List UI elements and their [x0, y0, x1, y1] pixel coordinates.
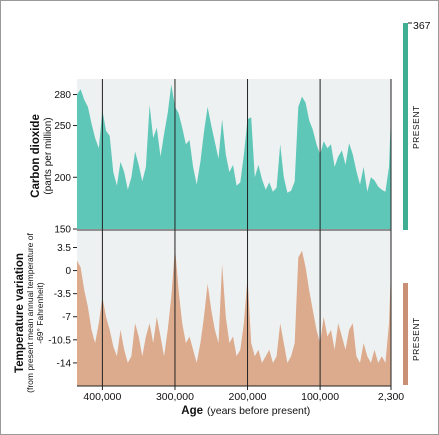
present-temperature-bar	[403, 283, 408, 385]
x-axis-label-bold: Age	[181, 405, 203, 417]
co2-ylabel-sub: (parts per million)	[43, 117, 54, 194]
temperature-ylabel: Temperature variation	[14, 253, 26, 373]
temperature-ytick-label: 3.5	[57, 243, 71, 254]
temperature-ytick-label: -3.5	[54, 289, 72, 300]
co2-ytick-label: 150	[54, 225, 71, 236]
co2-ytick-label: 200	[54, 173, 71, 184]
co2-ytick-label: 280	[54, 90, 71, 101]
co2-y-ticks: 280 250 200 150	[54, 90, 77, 236]
temperature-ylabel-sub: (from present mean annual temperature of…	[26, 233, 45, 393]
co2-axis-title: Carbon dioxide (parts per million)	[30, 114, 54, 198]
co2-ytick-label: 250	[54, 121, 71, 132]
co2-area-series	[77, 84, 391, 229]
present-temperature-label: PRESENT	[411, 317, 421, 361]
co2-ylabel: Carbon dioxide	[30, 114, 42, 198]
present-co2-bar	[403, 23, 408, 230]
present-co2-value: 367	[413, 20, 431, 32]
temperature-area-series	[77, 247, 391, 386]
temperature-ytick-label: -14	[57, 358, 72, 369]
present-co2-label: PRESENT	[411, 105, 421, 149]
x-tick-label: 300,000	[156, 391, 194, 403]
temperature-axis-title: Temperature variation (from present mean…	[14, 233, 45, 393]
temperature-ytick-label: -10.5	[48, 335, 71, 346]
x-axis-title: Age (years before present)	[181, 405, 310, 417]
x-tick-label: 100,000	[301, 391, 339, 403]
temperature-ytick-label: -7	[62, 312, 71, 323]
x-tick-label: 2,300	[378, 391, 404, 403]
vertical-gridlines	[101, 79, 392, 390]
temperature-y-ticks: 3.5 0 -3.5 -7 -10.5 -14	[48, 243, 77, 369]
x-axis-label-rest: (years before present)	[207, 405, 310, 417]
x-tick-label: 400,000	[83, 391, 121, 403]
temperature-ytick-label: 0	[65, 266, 71, 277]
temperature-ylabel-sub-box: (from present mean annual temperature of…	[26, 233, 45, 393]
x-tick-label: 200,000	[229, 391, 267, 403]
x-ticks: 400,000 300,000 200,000 100,000 2,300	[83, 391, 404, 403]
